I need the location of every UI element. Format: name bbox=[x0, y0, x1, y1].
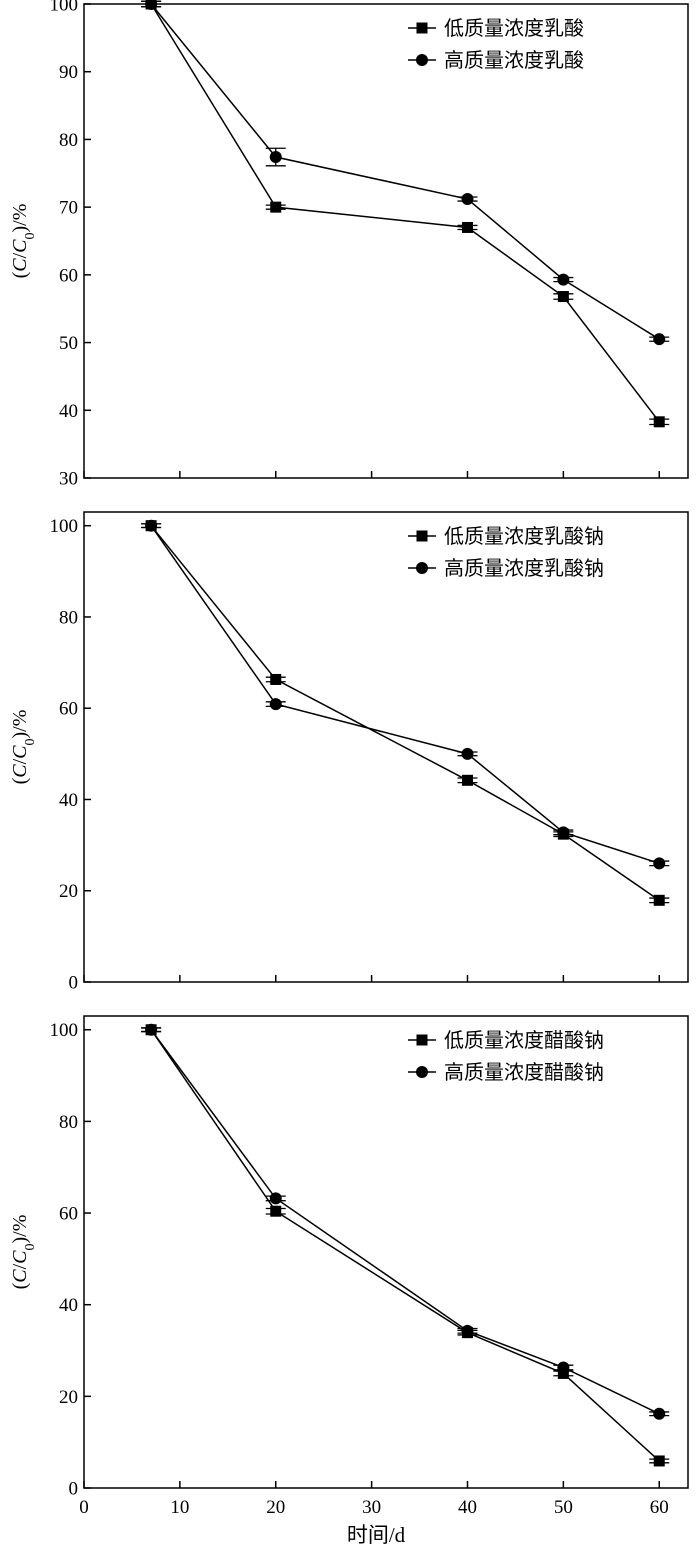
y-tick-label: 80 bbox=[59, 1112, 78, 1133]
legend-marker bbox=[416, 562, 428, 574]
legend-label: 高质量浓度乳酸钠 bbox=[444, 557, 604, 580]
legend-label: 高质量浓度醋酸钠 bbox=[444, 1061, 604, 1084]
y-tick-label: 20 bbox=[59, 881, 78, 902]
chart-panel-3: 0 20 40 60 80 100 0 10 20 30 40 50 60 (C/C0)/% 时间/d 低质量… bbox=[9, 1015, 689, 1547]
y-tick-label: 80 bbox=[59, 607, 78, 628]
y-tick-label: 60 bbox=[59, 265, 78, 286]
data-point bbox=[270, 1205, 282, 1217]
x-tick-label: 20 bbox=[266, 1497, 285, 1518]
y-tick-label: 40 bbox=[59, 401, 78, 422]
data-point bbox=[461, 221, 473, 233]
series-2 bbox=[141, 0, 670, 346]
plot-frame bbox=[83, 511, 689, 983]
legend-entry-2: 高质量浓度乳酸钠 bbox=[408, 557, 604, 580]
x-tick-label: 0 bbox=[79, 1497, 89, 1518]
x-tick-label: 50 bbox=[554, 1497, 573, 1518]
y-axis-label: (C/C0)/% bbox=[9, 1215, 38, 1290]
y-tick-label: 50 bbox=[59, 333, 78, 354]
x-tick-label: 30 bbox=[362, 1497, 381, 1518]
data-point bbox=[461, 747, 474, 760]
x-tick-label: 40 bbox=[458, 1497, 477, 1518]
y-tick-label: 70 bbox=[59, 198, 78, 219]
data-point bbox=[653, 416, 665, 428]
legend-entry-1: 低质量浓度乳酸 bbox=[408, 17, 584, 40]
legend-entry-2: 高质量浓度醋酸钠 bbox=[408, 1061, 604, 1084]
y-axis-label: (C/C0)/% bbox=[9, 204, 38, 279]
data-point bbox=[270, 201, 282, 213]
data-point bbox=[653, 1407, 666, 1420]
y-tick-label: 20 bbox=[59, 1387, 78, 1408]
plot-frame bbox=[83, 3, 689, 479]
y-tick-label: 40 bbox=[59, 1295, 78, 1316]
data-point bbox=[461, 193, 474, 206]
data-point bbox=[270, 673, 282, 685]
legend-entry-2: 高质量浓度乳酸 bbox=[408, 49, 584, 72]
series-1 bbox=[141, 0, 670, 428]
legend-label: 低质量浓度乳酸钠 bbox=[444, 525, 604, 548]
data-point bbox=[145, 0, 158, 10]
data-point bbox=[557, 273, 570, 286]
y-tick-label: 30 bbox=[59, 469, 78, 490]
x-axis-label: 时间/d bbox=[347, 1523, 406, 1547]
y-tick-label: 80 bbox=[59, 130, 78, 151]
data-point bbox=[653, 857, 666, 870]
data-point bbox=[653, 894, 665, 906]
data-point bbox=[461, 1324, 474, 1337]
x-tick-label: 60 bbox=[650, 1497, 669, 1518]
data-point bbox=[269, 698, 282, 711]
data-point bbox=[269, 151, 282, 164]
y-tick-label: 40 bbox=[59, 790, 78, 811]
series-line bbox=[150, 525, 660, 901]
data-point bbox=[557, 291, 569, 303]
legend-label: 高质量浓度乳酸 bbox=[444, 49, 584, 72]
legend-marker bbox=[416, 1066, 428, 1078]
series-2 bbox=[141, 519, 670, 870]
series-line bbox=[150, 1029, 660, 1462]
data-point bbox=[269, 1192, 282, 1205]
data-point bbox=[461, 774, 473, 786]
y-tick-label: 100 bbox=[50, 1020, 79, 1041]
legend-label: 低质量浓度乳酸 bbox=[444, 17, 584, 40]
y-tick-label: 60 bbox=[59, 1204, 78, 1225]
legend-entry-1: 低质量浓度乳酸钠 bbox=[408, 525, 604, 548]
y-tick-label: 60 bbox=[59, 699, 78, 720]
legend-marker bbox=[416, 1034, 428, 1046]
legend-marker bbox=[416, 22, 428, 34]
y-tick-label: 0 bbox=[69, 973, 79, 994]
plot-frame bbox=[83, 1015, 689, 1489]
legend-marker bbox=[416, 530, 428, 542]
series-line bbox=[150, 1029, 660, 1415]
data-point bbox=[557, 1361, 570, 1374]
legend-label: 低质量浓度醋酸钠 bbox=[444, 1029, 604, 1052]
data-point bbox=[653, 1455, 665, 1467]
x-tick-label: 10 bbox=[170, 1497, 189, 1518]
y-tick-label: 0 bbox=[69, 1479, 79, 1500]
y-tick-label: 100 bbox=[50, 516, 79, 537]
data-point bbox=[145, 1023, 158, 1036]
data-point bbox=[145, 519, 158, 532]
legend-entry-1: 低质量浓度醋酸钠 bbox=[408, 1029, 604, 1052]
legend-marker bbox=[416, 54, 428, 66]
y-tick-label: 100 bbox=[50, 0, 79, 16]
series-1 bbox=[141, 1024, 670, 1467]
y-axis-label: (C/C0)/% bbox=[9, 710, 38, 785]
series-2 bbox=[141, 1023, 670, 1420]
data-point bbox=[653, 333, 666, 346]
y-tick-label: 90 bbox=[59, 62, 78, 83]
data-point bbox=[557, 826, 570, 839]
